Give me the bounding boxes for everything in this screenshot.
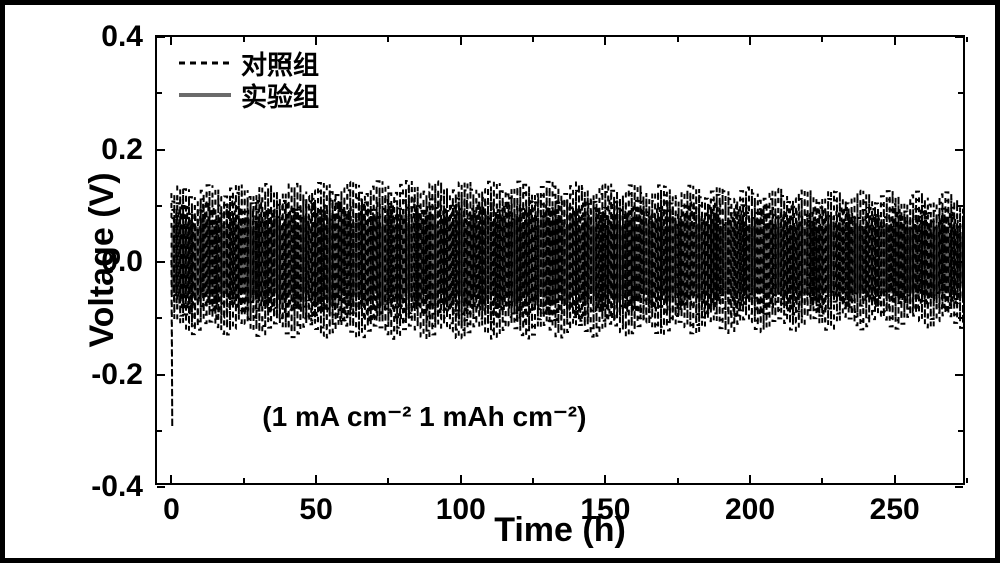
tick-mark-minor (243, 37, 245, 42)
figure-frame: Voltage (V) Time (h) 对照组 实验组 (1 mA cm⁻² … (0, 0, 1000, 563)
tick-mark (955, 374, 963, 376)
x-tick-label: 100 (436, 483, 486, 527)
legend-label-experiment: 实验组 (241, 77, 319, 114)
tick-mark-minor (243, 478, 245, 483)
tick-mark (955, 261, 963, 263)
y-tick-label: -0.4 (91, 470, 157, 504)
tick-mark-minor (532, 37, 534, 42)
tick-mark-minor (821, 478, 823, 483)
plot-area: 对照组 实验组 (1 mA cm⁻² 1 mAh cm⁻²) -0.4-0.20… (155, 35, 965, 485)
x-tick-label: 250 (870, 483, 920, 527)
condition-annotation: (1 mA cm⁻² 1 mAh cm⁻²) (262, 400, 586, 433)
tick-mark (157, 261, 165, 263)
y-tick-label: 0.4 (101, 20, 157, 54)
x-tick-label: 200 (725, 483, 775, 527)
y-tick-label: 0.0 (101, 245, 157, 279)
tick-mark (315, 475, 317, 483)
legend-swatch-solid (179, 83, 231, 107)
tick-mark (894, 37, 896, 45)
tick-mark-minor (958, 205, 963, 207)
tick-mark-minor (387, 37, 389, 42)
tick-mark (460, 475, 462, 483)
tick-mark (749, 37, 751, 45)
tick-mark (170, 475, 172, 483)
x-axis-label: Time (h) (155, 511, 965, 550)
x-tick-label: 150 (580, 483, 630, 527)
tick-mark (955, 486, 963, 488)
tick-mark-minor (157, 205, 162, 207)
legend: 对照组 实验组 (179, 47, 319, 111)
tick-mark (749, 475, 751, 483)
tick-mark-minor (157, 430, 162, 432)
tick-mark (604, 475, 606, 483)
x-tick-label: 0 (163, 483, 180, 527)
tick-mark-minor (966, 37, 968, 42)
tick-mark (955, 149, 963, 151)
tick-mark-minor (387, 478, 389, 483)
tick-mark (157, 36, 165, 38)
tick-mark (157, 149, 165, 151)
y-tick-label: 0.2 (101, 133, 157, 167)
legend-item-control: 对照组 (179, 47, 319, 79)
tick-mark-minor (966, 478, 968, 483)
tick-mark-minor (157, 317, 162, 319)
x-tick-label: 50 (299, 483, 332, 527)
tick-mark (604, 37, 606, 45)
tick-mark (955, 36, 963, 38)
tick-mark (894, 475, 896, 483)
tick-mark-minor (532, 478, 534, 483)
tick-mark-minor (677, 478, 679, 483)
y-tick-label: -0.2 (91, 358, 157, 392)
tick-mark-minor (821, 37, 823, 42)
tick-mark (157, 374, 165, 376)
tick-mark-minor (958, 317, 963, 319)
legend-item-experiment: 实验组 (179, 79, 319, 111)
tick-mark (315, 37, 317, 45)
tick-mark (170, 37, 172, 45)
tick-mark-minor (958, 92, 963, 94)
tick-mark (460, 37, 462, 45)
tick-mark-minor (677, 37, 679, 42)
tick-mark-minor (157, 92, 162, 94)
legend-swatch-dashed (179, 51, 231, 75)
tick-mark-minor (958, 430, 963, 432)
